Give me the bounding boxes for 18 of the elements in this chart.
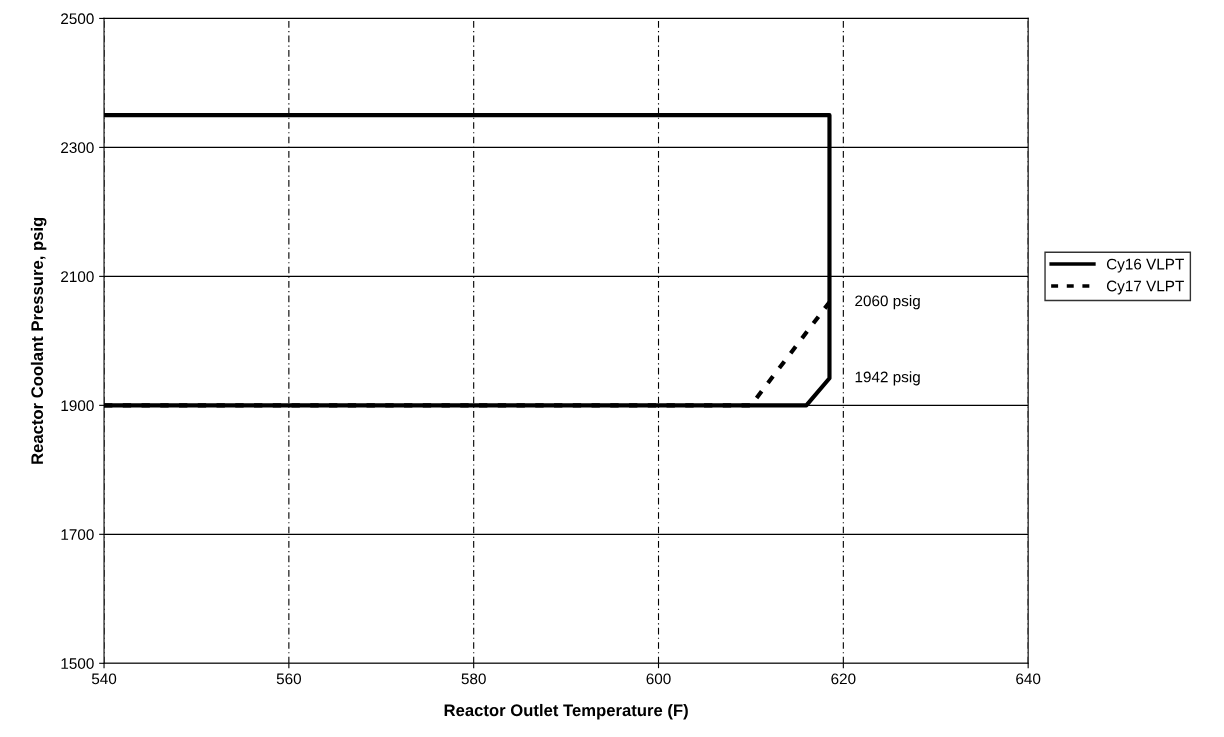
- y-tick-label: 2500: [61, 13, 94, 25]
- y-tick-label: 2100: [61, 271, 94, 283]
- legend-label: Cy17 VLPT: [1106, 280, 1184, 295]
- y-tick-label: 1900: [61, 400, 94, 412]
- y-tick-label: 2300: [61, 142, 94, 154]
- annotation: 2060 psig: [855, 295, 920, 310]
- y-tick-label: 1700: [61, 529, 94, 541]
- x-axis-title: Reactor Outlet Temperature (F): [444, 703, 688, 720]
- x-tick-label: 560: [276, 673, 302, 685]
- x-tick-label: 540: [91, 673, 117, 685]
- x-tick-label: 580: [461, 673, 486, 685]
- x-tick-label: 640: [1016, 673, 1041, 685]
- y-axis-title: Reactor Coolant Pressure, psig: [30, 217, 47, 464]
- legend-label: Cy16 VLPT: [1106, 258, 1184, 273]
- x-tick-label: 620: [831, 673, 856, 685]
- annotation: 1942 psig: [855, 371, 920, 386]
- y-tick-label: 1500: [61, 658, 94, 669]
- x-tick-label: 600: [646, 673, 671, 685]
